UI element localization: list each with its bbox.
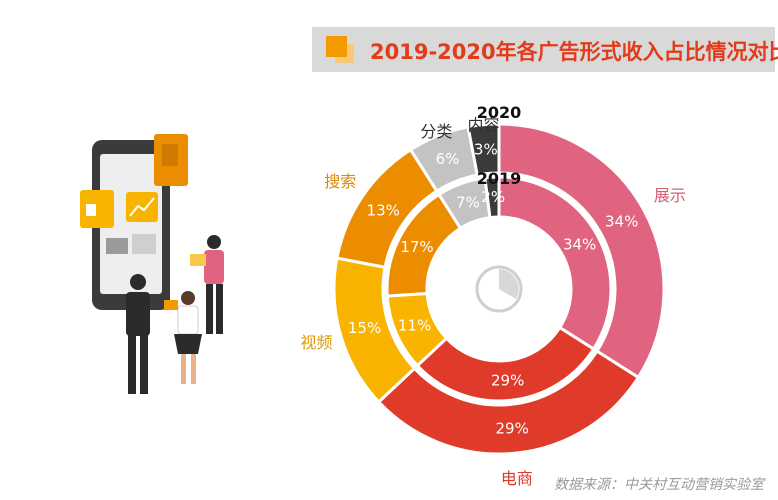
value-label-2020-3: 13% — [367, 201, 400, 219]
segment-2019-1 — [415, 325, 596, 403]
value-label-2019-5: 2% — [481, 188, 505, 206]
center-pie-icon — [475, 265, 523, 313]
category-label-3: 搜索 — [324, 172, 356, 191]
segment-2019-5 — [483, 175, 501, 220]
value-label-2020-1: 29% — [496, 419, 529, 437]
segment-2020-0 — [497, 122, 666, 380]
series-name-2020: 2020 — [477, 103, 522, 122]
source-note: 数据来源：中关村互动营销实验室 — [554, 477, 764, 493]
category-label-4: 分类 — [420, 122, 452, 141]
chart-title: 2019-2020年各广告形式收入占比情况对比 — [370, 40, 778, 64]
value-label-2020-5: 3% — [474, 141, 498, 159]
title-bar: 2019-2020年各广告形式收入占比情况对比 — [312, 27, 778, 72]
category-label-1: 电商 — [501, 469, 533, 488]
segment-2019-0 — [497, 175, 613, 352]
phone-people-illustration — [80, 134, 224, 394]
value-label-2020-2: 15% — [348, 319, 381, 337]
value-label-2019-3: 17% — [400, 238, 433, 256]
value-label-2019-1: 29% — [491, 372, 524, 390]
value-label-2020-4: 6% — [436, 150, 460, 168]
value-label-2019-4: 7% — [456, 193, 480, 211]
title-square-icon — [326, 36, 354, 64]
segment-2020-5 — [466, 122, 501, 177]
category-label-0: 展示 — [654, 186, 686, 205]
center-pie-slice-icon — [499, 269, 519, 299]
category-label-5: 内容 — [467, 116, 499, 135]
category-label-2: 视频 — [301, 333, 333, 352]
value-label-2020-0: 34% — [605, 213, 638, 231]
series-name-2019: 2019 — [477, 169, 522, 188]
value-label-2019-0: 34% — [563, 236, 596, 254]
value-label-2019-2: 11% — [398, 317, 431, 335]
segment-2020-1 — [376, 349, 641, 456]
